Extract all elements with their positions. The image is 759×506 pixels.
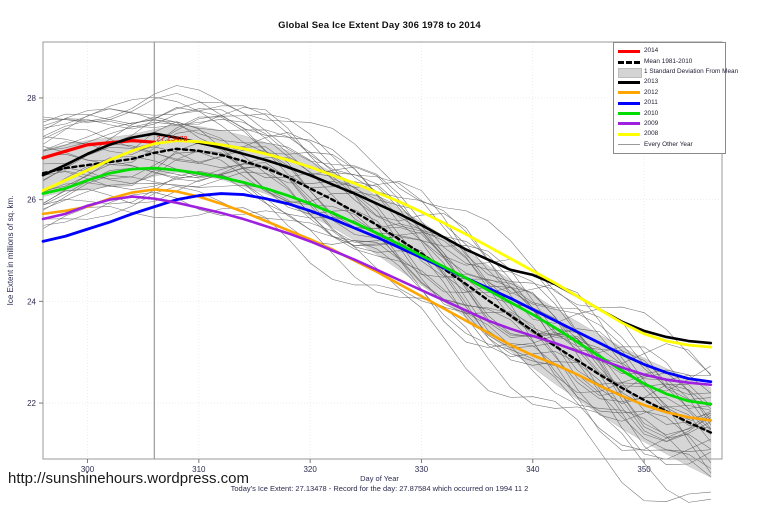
x-axis-tick-label: 330 xyxy=(415,465,429,474)
legend-item-2013: 2013 xyxy=(618,77,722,87)
legend-swatch-icon xyxy=(618,77,640,87)
legend-item-2008: 2008 xyxy=(618,129,722,139)
legend-item-label: 2012 xyxy=(644,88,659,96)
y-axis-tick-label: 24 xyxy=(27,297,36,306)
x-axis-tick-label: 310 xyxy=(192,465,206,474)
legend-item-2012: 2012 xyxy=(618,88,722,98)
x-axis-tick-label: 340 xyxy=(526,465,540,474)
site-watermark: http://sunshinehours.wordpress.com xyxy=(8,470,249,487)
y-axis-tick-label: 26 xyxy=(27,196,36,205)
x-axis-tick-label: 320 xyxy=(303,465,317,474)
legend-swatch-icon xyxy=(618,67,642,78)
legend-item-2010: 2010 xyxy=(618,108,722,118)
series-line-2012 xyxy=(41,188,713,422)
x-axis-title: Day of Year xyxy=(360,474,399,483)
legend-item-every-other-year: Every Other Year xyxy=(618,140,722,150)
legend-item-label: 2010 xyxy=(644,109,659,117)
series-line-2009 xyxy=(41,195,713,387)
y-axis-tick-label: 28 xyxy=(27,94,36,103)
legend-swatch-icon xyxy=(618,119,640,129)
legend-swatch-icon xyxy=(618,140,640,150)
series-line-2010 xyxy=(41,166,713,406)
legend-swatch-icon xyxy=(618,46,640,56)
chart-footnote: Today's Ice Extent: 27.13478 - Record fo… xyxy=(230,484,529,493)
x-axis-tick-label: 350 xyxy=(637,465,651,474)
legend-item-label: 2009 xyxy=(644,119,659,127)
series-line-2011 xyxy=(41,192,713,384)
page-title: Global Sea Ice Extent Day 306 1978 to 20… xyxy=(278,20,481,31)
series-line-2008 xyxy=(41,139,713,349)
legend-item-label: 2013 xyxy=(644,78,659,86)
legend-swatch-icon xyxy=(618,129,640,139)
series-line-mean-1981-2010 xyxy=(41,147,713,434)
x-axis-tick-label: 300 xyxy=(81,465,95,474)
legend-item-1-standard-deviation-from-mean: 1 Standard Deviation From Mean xyxy=(618,67,738,78)
legend-item-2014: 2014 xyxy=(618,46,722,56)
legend-swatch-icon xyxy=(618,109,640,119)
chart-legend: 2014 Mean 1981-2010 1 Standard Deviation F… xyxy=(613,42,738,154)
legend-item-mean-1981-2010: Mean 1981-2010 xyxy=(618,56,722,66)
legend-item-label: Mean 1981-2010 xyxy=(644,57,693,65)
legend-item-2009: 2009 xyxy=(618,119,722,129)
legend-item-label: Every Other Year xyxy=(644,140,693,148)
legend-item-label: 2008 xyxy=(644,130,659,138)
legend-item-label: 2014 xyxy=(644,47,659,55)
series-line-2014 xyxy=(41,139,156,160)
legend-item-label: 1 Standard Deviation From Mean xyxy=(644,67,739,75)
legend-swatch-icon xyxy=(618,98,640,108)
plot-frame xyxy=(42,41,723,460)
legend-swatch-icon xyxy=(618,88,640,98)
legend-item-2011: 2011 xyxy=(618,98,722,108)
y-axis-tick-label: 22 xyxy=(27,399,36,408)
legend-item-label: 2011 xyxy=(644,99,658,107)
value-annotation: 27.13478 xyxy=(156,134,187,143)
y-axis-title: Ice Extent in millions of sq. km. xyxy=(6,196,15,306)
legend-swatch-icon xyxy=(618,57,640,67)
